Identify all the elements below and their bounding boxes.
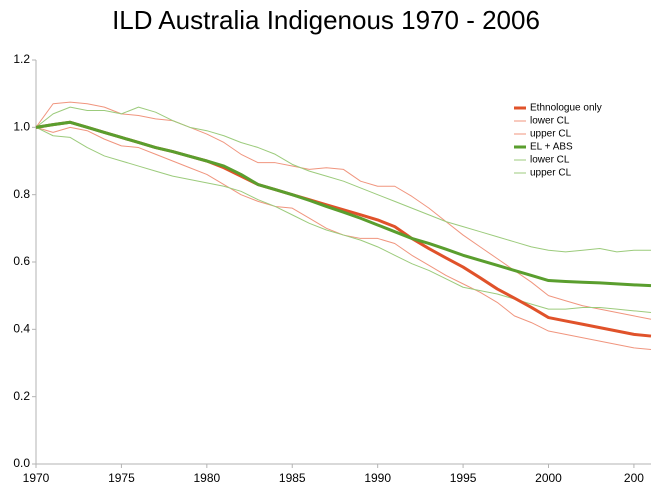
y-tick-label: 0.8 xyxy=(13,187,30,201)
series-line xyxy=(35,106,651,253)
x-tick-label: 200 xyxy=(624,471,644,485)
legend-box xyxy=(510,98,606,186)
legend-label: upper CL xyxy=(530,129,572,140)
series-line xyxy=(35,126,652,313)
x-tick-label: 1980 xyxy=(193,471,220,485)
x-tick-label: 1985 xyxy=(279,471,306,485)
legend-label: upper CL xyxy=(530,168,572,179)
y-tick-label: 0.0 xyxy=(13,456,30,470)
y-tick-label: 1.2 xyxy=(13,52,30,66)
series-line xyxy=(35,120,652,288)
series-line xyxy=(35,101,652,320)
chart-title: ILD Australia Indigenous 1970 - 2006 xyxy=(112,5,540,35)
x-tick-label: 1970 xyxy=(23,471,50,485)
y-tick-label: 1.0 xyxy=(13,120,30,134)
legend-label: Ethnologue only xyxy=(530,103,602,114)
legend-label: lower CL xyxy=(530,155,570,166)
y-tick-label: 0.2 xyxy=(13,389,30,403)
legend-label: EL + ABS xyxy=(530,142,573,153)
y-tick-label: 0.6 xyxy=(13,254,30,268)
x-tick-label: 1975 xyxy=(108,471,135,485)
x-tick-label: 2000 xyxy=(535,471,562,485)
x-tick-label: 1990 xyxy=(364,471,391,485)
x-tick-label: 1995 xyxy=(450,471,477,485)
y-tick-label: 0.4 xyxy=(13,322,30,336)
legend-label: lower CL xyxy=(530,116,570,127)
